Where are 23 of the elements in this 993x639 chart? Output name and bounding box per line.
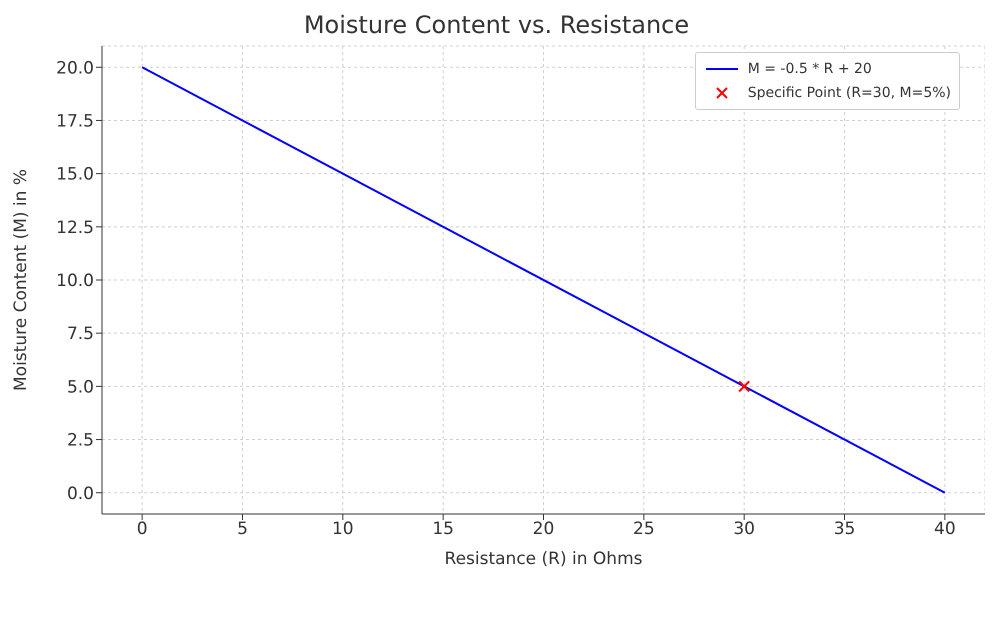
y-tick-label: 0.0: [66, 484, 94, 504]
y-tick-label: 17.5: [56, 111, 94, 132]
y-tick-label: 12.5: [56, 218, 94, 238]
x-tick-label: 35: [834, 519, 856, 540]
y-tick-label: 15.0: [56, 164, 94, 185]
y-tick-label: 20.0: [56, 58, 94, 78]
x-tick-label: 25: [633, 519, 655, 540]
y-tick-label: 5.0: [66, 377, 94, 398]
y-tick-label: 10.0: [56, 271, 94, 292]
x-tick-label: 5: [237, 519, 248, 540]
legend-label: Specific Point (R=30, M=5%): [748, 85, 951, 101]
chart-title: Moisture Content vs. Resistance: [302, 10, 690, 41]
x-tick-label: 15: [432, 519, 454, 540]
x-tick-label: 0: [136, 519, 148, 540]
x-tick-label: 40: [934, 519, 956, 540]
y-axis-title: Moisture Content (M) in %: [11, 169, 32, 391]
legend-label: M = -0.5 * R + 20: [748, 61, 872, 77]
x-tick-label: 20: [532, 519, 554, 540]
y-tick-label: 7.5: [66, 324, 94, 344]
y-tick-label: 2.5: [66, 430, 94, 451]
x-tick-label: 10: [332, 519, 354, 540]
x-tick-label: 30: [733, 519, 755, 540]
x-axis-title: Resistance (R) in Ohms: [444, 549, 643, 569]
